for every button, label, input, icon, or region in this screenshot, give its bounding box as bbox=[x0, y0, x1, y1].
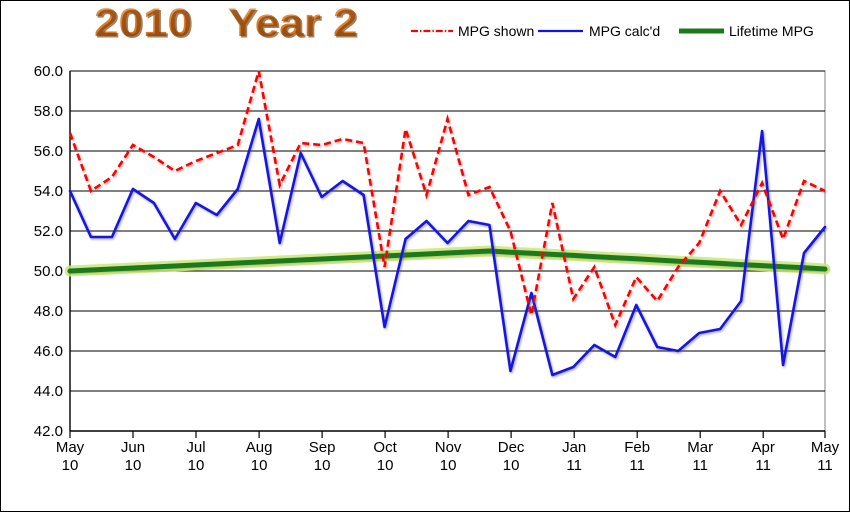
svg-text:Jan: Jan bbox=[562, 439, 586, 456]
svg-text:Mar: Mar bbox=[687, 439, 713, 456]
svg-text:10: 10 bbox=[377, 457, 394, 474]
svg-text:44.0: 44.0 bbox=[34, 383, 63, 400]
svg-text:46.0: 46.0 bbox=[34, 343, 63, 360]
svg-text:11: 11 bbox=[755, 457, 771, 474]
svg-text:Feb: Feb bbox=[624, 439, 650, 456]
svg-text:10: 10 bbox=[188, 457, 205, 474]
svg-text:11: 11 bbox=[817, 457, 833, 474]
svg-text:May: May bbox=[811, 439, 840, 456]
svg-text:10: 10 bbox=[251, 457, 268, 474]
svg-text:May: May bbox=[56, 439, 85, 456]
svg-text:52.0: 52.0 bbox=[34, 223, 63, 240]
svg-text:11: 11 bbox=[692, 457, 708, 474]
svg-text:Apr: Apr bbox=[752, 439, 775, 456]
svg-text:10: 10 bbox=[125, 457, 142, 474]
svg-text:56.0: 56.0 bbox=[34, 143, 63, 160]
svg-text:54.0: 54.0 bbox=[34, 183, 63, 200]
svg-text:58.0: 58.0 bbox=[34, 103, 63, 120]
svg-text:10: 10 bbox=[503, 457, 520, 474]
svg-text:Nov: Nov bbox=[435, 439, 462, 456]
svg-text:10: 10 bbox=[62, 457, 79, 474]
svg-text:Jul: Jul bbox=[186, 439, 205, 456]
svg-text:Jun: Jun bbox=[121, 439, 145, 456]
svg-text:60.0: 60.0 bbox=[34, 63, 63, 80]
svg-text:10: 10 bbox=[314, 457, 331, 474]
svg-text:11: 11 bbox=[629, 457, 645, 474]
svg-text:Aug: Aug bbox=[246, 439, 273, 456]
svg-text:42.0: 42.0 bbox=[34, 423, 63, 440]
svg-text:50.0: 50.0 bbox=[34, 263, 63, 280]
svg-text:Oct: Oct bbox=[373, 439, 397, 456]
svg-text:Sep: Sep bbox=[309, 439, 336, 456]
svg-text:11: 11 bbox=[566, 457, 582, 474]
svg-text:48.0: 48.0 bbox=[34, 303, 63, 320]
svg-text:Dec: Dec bbox=[498, 439, 525, 456]
svg-text:10: 10 bbox=[440, 457, 457, 474]
